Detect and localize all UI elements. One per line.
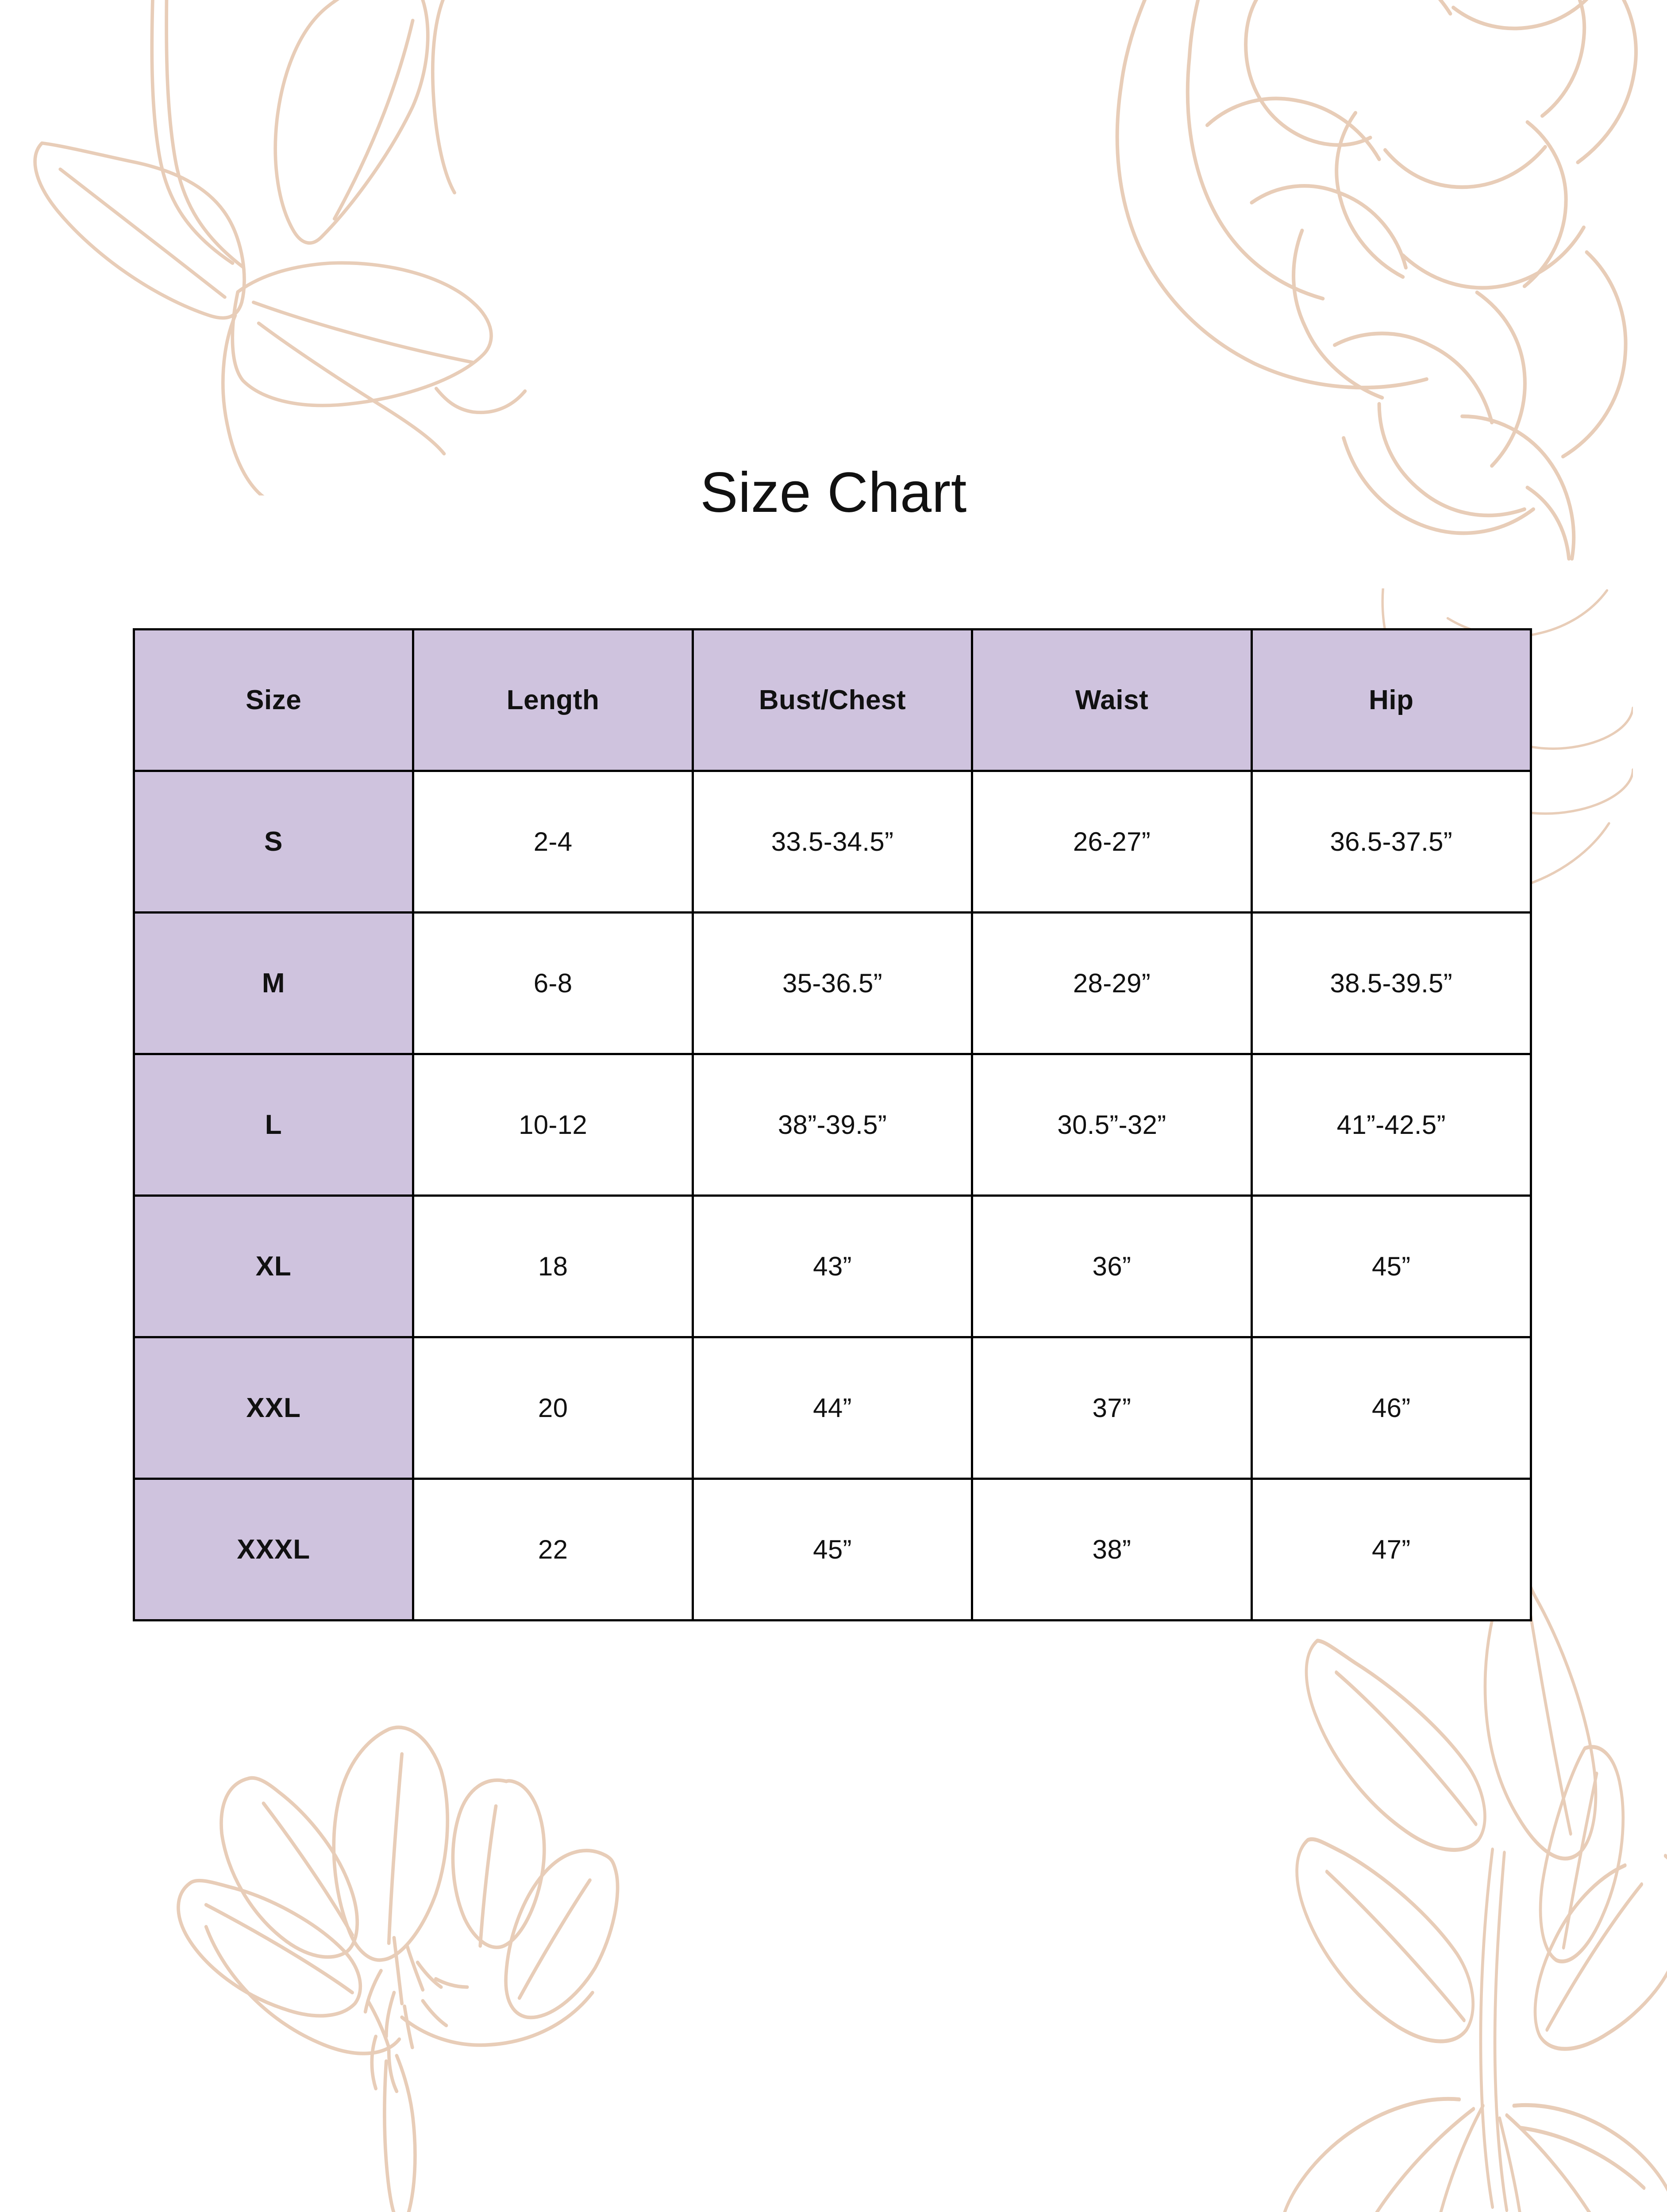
column-header-bust-chest: Bust/Chest bbox=[691, 628, 974, 772]
cell-waist: 30.5”-32” bbox=[971, 1053, 1253, 1197]
cell-size: L bbox=[132, 1053, 415, 1197]
column-header-size: Size bbox=[132, 628, 415, 772]
cell-waist: 26-27” bbox=[971, 770, 1253, 914]
table-row: XXL 20 44” 37” 46” bbox=[132, 1336, 1532, 1480]
table-row: XXXL 22 45” 38” 47” bbox=[132, 1478, 1532, 1621]
cell-bust: 45” bbox=[691, 1478, 974, 1621]
table-row: S 2-4 33.5-34.5” 26-27” 36.5-37.5” bbox=[132, 770, 1532, 914]
cell-length: 20 bbox=[412, 1336, 694, 1480]
cell-size: M bbox=[132, 911, 415, 1055]
page-title: Size Chart bbox=[700, 461, 967, 524]
table-row: L 10-12 38”-39.5” 30.5”-32” 41”-42.5” bbox=[132, 1053, 1532, 1197]
cell-hip: 38.5-39.5” bbox=[1250, 911, 1532, 1055]
column-header-length: Length bbox=[412, 628, 694, 772]
alstroemeria-flower-icon bbox=[146, 1663, 668, 2212]
cell-hip: 36.5-37.5” bbox=[1250, 770, 1532, 914]
size-chart-table: Size Length Bust/Chest Waist Hip S 2-4 3… bbox=[132, 628, 1532, 1621]
cell-length: 22 bbox=[412, 1478, 694, 1621]
cell-length: 18 bbox=[412, 1194, 694, 1338]
table-row: M 6-8 35-36.5” 28-29” 38.5-39.5” bbox=[132, 911, 1532, 1055]
cell-bust: 38”-39.5” bbox=[691, 1053, 974, 1197]
cell-waist: 38” bbox=[971, 1478, 1253, 1621]
column-header-hip: Hip bbox=[1250, 628, 1532, 772]
size-chart-table-wrapper: Size Length Bust/Chest Waist Hip S 2-4 3… bbox=[132, 628, 1532, 1621]
cell-hip: 45” bbox=[1250, 1194, 1532, 1338]
cell-size: XXXL bbox=[132, 1478, 415, 1621]
magnolia-leaf-sprig-icon bbox=[13, 0, 535, 495]
cell-waist: 36” bbox=[971, 1194, 1253, 1338]
table-header: Size Length Bust/Chest Waist Hip bbox=[132, 628, 1532, 772]
cell-hip: 47” bbox=[1250, 1478, 1532, 1621]
cell-size: XXL bbox=[132, 1336, 415, 1480]
cell-length: 10-12 bbox=[412, 1053, 694, 1197]
cell-bust: 43” bbox=[691, 1194, 974, 1338]
table-header-row: Size Length Bust/Chest Waist Hip bbox=[132, 628, 1532, 772]
cell-length: 2-4 bbox=[412, 770, 694, 914]
cell-bust: 33.5-34.5” bbox=[691, 770, 974, 914]
table-body: S 2-4 33.5-34.5” 26-27” 36.5-37.5” M 6-8… bbox=[132, 770, 1532, 1621]
column-header-waist: Waist bbox=[971, 628, 1253, 772]
cell-bust: 35-36.5” bbox=[691, 911, 974, 1055]
cell-hip: 41”-42.5” bbox=[1250, 1053, 1532, 1197]
cell-size: S bbox=[132, 770, 415, 914]
cell-waist: 28-29” bbox=[971, 911, 1253, 1055]
leafy-branch-icon bbox=[1204, 1584, 1667, 2212]
cell-size: XL bbox=[132, 1194, 415, 1338]
cell-length: 6-8 bbox=[412, 911, 694, 1055]
cell-hip: 46” bbox=[1250, 1336, 1532, 1480]
cell-bust: 44” bbox=[691, 1336, 974, 1480]
cell-waist: 37” bbox=[971, 1336, 1253, 1480]
table-row: XL 18 43” 36” 45” bbox=[132, 1194, 1532, 1338]
